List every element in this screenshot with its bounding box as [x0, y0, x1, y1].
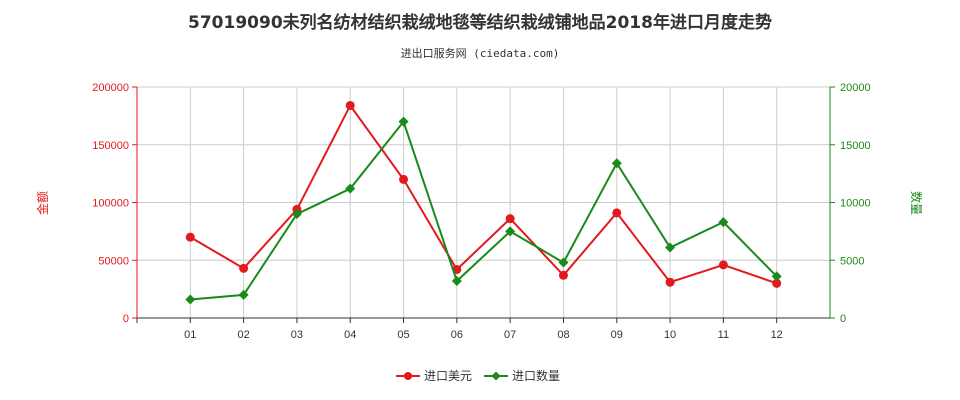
left-tick-label: 0: [123, 313, 129, 325]
data-point-usd: [772, 278, 782, 288]
x-tick-label: 02: [237, 329, 249, 341]
x-tick-label: 01: [184, 329, 196, 341]
data-point-quantity: [718, 217, 729, 228]
data-point-usd: [612, 208, 622, 218]
series-line-usd: [189, 103, 778, 285]
data-point-quantity: [345, 183, 356, 194]
x-tick-label: 04: [344, 329, 356, 341]
right-axis-title: 数量: [909, 191, 924, 215]
data-point-usd: [345, 100, 355, 110]
data-point-usd: [185, 232, 195, 242]
data-point-usd: [505, 214, 515, 224]
right-tick-label: 0: [840, 313, 846, 325]
left-tick-label: 100000: [92, 198, 129, 210]
legend-label-quantity: 进口数量: [512, 368, 560, 383]
x-tick-label: 09: [611, 329, 623, 341]
chart-title: 57019090未列名纺材结织栽绒地毯等结织栽绒铺地品2018年进口月度走势: [188, 13, 772, 33]
data-point-quantity: [398, 116, 409, 127]
legend-item-quantity[interactable]: 进口数量: [484, 368, 560, 383]
x-tick-label: 05: [397, 329, 409, 341]
left-axis-title: 金额: [35, 191, 50, 215]
data-point-quantity: [665, 242, 676, 253]
data-point-usd: [665, 277, 675, 287]
series-line-quantity: [190, 119, 778, 301]
axes: 0 50000 100000 150000 200000 0 5000 10000 15000 2…: [92, 82, 870, 341]
x-tick-label: 07: [504, 329, 516, 341]
data-point-quantity: [185, 294, 196, 305]
data-point-quantity: [611, 158, 622, 169]
data-point-usd: [239, 263, 249, 273]
x-tick-label: 12: [771, 329, 783, 341]
x-tick-label: 03: [291, 329, 303, 341]
grid-lines: [137, 86, 831, 318]
data-point-quantity: [451, 276, 462, 287]
legend-label-usd: 进口美元: [424, 369, 472, 383]
x-tick-label: 10: [664, 329, 676, 341]
right-tick-label: 10000: [840, 198, 871, 210]
right-tick-label: 15000: [840, 140, 871, 152]
left-tick-label: 150000: [92, 140, 129, 152]
left-tick-label: 200000: [92, 82, 129, 94]
data-point-usd: [399, 174, 409, 184]
x-tick-label: 06: [451, 329, 463, 341]
series-layer: [185, 100, 782, 305]
left-tick-label: 50000: [98, 255, 129, 267]
data-point-quantity: [558, 257, 569, 268]
data-point-quantity: [771, 271, 782, 282]
data-point-quantity: [238, 289, 249, 300]
data-point-usd: [558, 270, 568, 280]
x-tick-label: 08: [557, 329, 569, 341]
legend-marker-quantity: [491, 371, 501, 381]
x-tick-label: 11: [718, 329, 729, 341]
chart-subtitle: 进出口服务网 (ciedata.com): [400, 47, 560, 60]
legend-marker-usd: [404, 372, 412, 380]
legend-item-usd[interactable]: 进口美元: [396, 369, 472, 383]
data-point-quantity: [505, 226, 516, 237]
data-point-usd: [718, 260, 728, 270]
legend: 进口美元 进口数量: [396, 368, 560, 383]
data-point-quantity: [291, 209, 302, 220]
right-tick-label: 5000: [840, 255, 864, 267]
right-tick-label: 20000: [840, 82, 871, 94]
